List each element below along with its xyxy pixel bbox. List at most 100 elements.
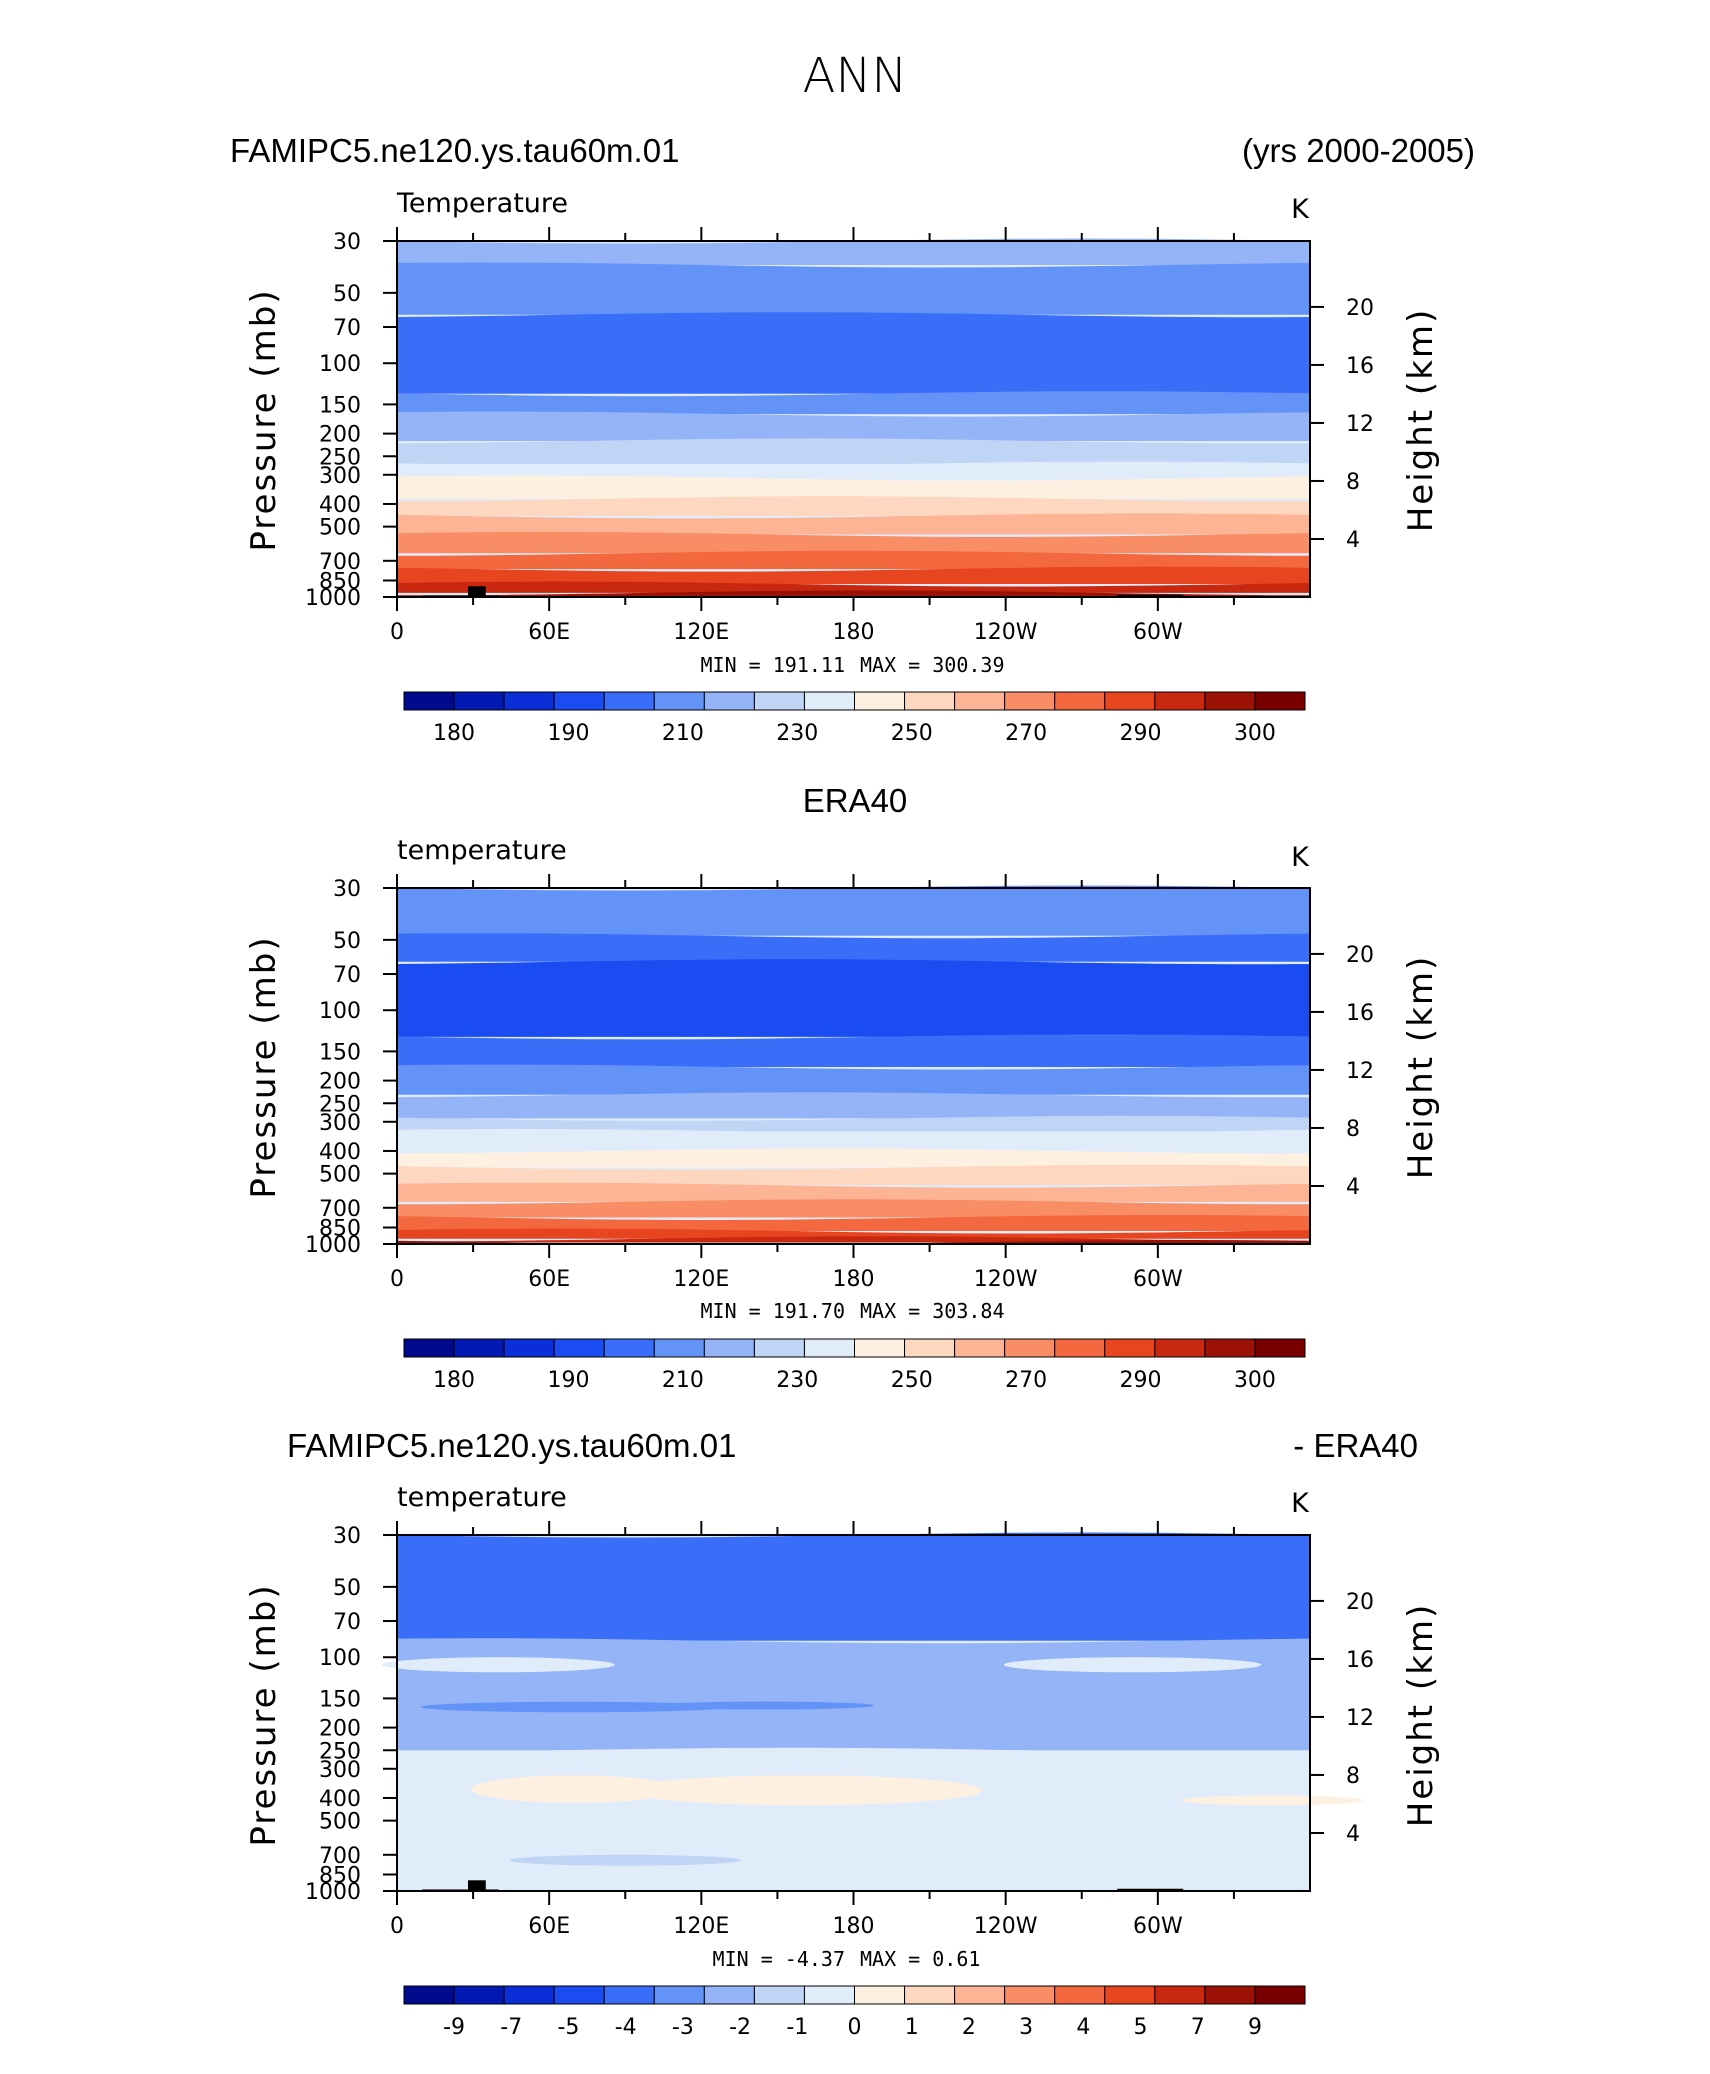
colorbar-swatch	[854, 1338, 906, 1358]
colorbar-swatch	[1004, 1338, 1056, 1358]
colorbar-swatch	[703, 1985, 755, 2005]
colorbar-swatch	[954, 1338, 1006, 1358]
panel-3-max-label: MAX = 0.61	[860, 1947, 980, 1971]
anomaly-region	[509, 1854, 742, 1866]
x-tick-label: 60E	[528, 620, 570, 645]
x-tick-label: 0	[390, 620, 404, 645]
contour-band	[397, 1092, 1310, 1119]
colorbar-label: 190	[547, 1368, 589, 1393]
y-tick-label: 200	[319, 1070, 361, 1095]
colorbar-swatch	[1154, 1338, 1206, 1358]
y-tick-label: 1000	[305, 1880, 361, 1905]
colorbar-swatch	[803, 1338, 856, 1358]
y-right-tick-label: 4	[1346, 1822, 1360, 1847]
y-tick-label: 850	[319, 1864, 361, 1889]
colorbar-swatch	[1254, 1338, 1306, 1358]
colorbar-label: 230	[776, 1368, 818, 1393]
colorbar-label: -1	[786, 2015, 808, 2040]
y-tick-label: 150	[319, 1040, 361, 1065]
y-tick-label: 30	[333, 877, 361, 902]
colorbar-swatch	[1054, 691, 1106, 711]
y-tick-label: 70	[333, 963, 361, 988]
panel-3-header-right: - ERA40	[1293, 1427, 1418, 1464]
y-tick-label: 300	[319, 464, 361, 489]
y-right-tick-label: 20	[1346, 943, 1374, 968]
y-right-tick-label: 8	[1346, 470, 1360, 495]
y-tick-label: 700	[319, 550, 361, 575]
colorbar-label: 230	[776, 721, 818, 746]
x-tick-label: 120E	[673, 1914, 729, 1939]
colorbar-label: 9	[1248, 2015, 1262, 2040]
colorbar-swatch	[503, 1338, 555, 1358]
x-tick-label: 60W	[1133, 1914, 1183, 1939]
contour-band	[397, 411, 1310, 441]
x-tick-label: 180	[833, 1267, 875, 1292]
y-tick-label: 250	[319, 1092, 361, 1117]
y-right-tick-label: 20	[1346, 296, 1374, 321]
colorbar-label: 5	[1134, 2015, 1148, 2040]
panel-3-colorbar: -9 -7 -5 -4 -3 -2 -1 0 1 2 3 4 5 7 9	[403, 1985, 1306, 2040]
colorbar-swatch	[1254, 691, 1306, 711]
y-tick-label: 50	[333, 282, 361, 307]
colorbar-swatch	[1054, 1985, 1106, 2005]
colorbar-swatch	[854, 691, 906, 711]
panel-2-ylabel-right: Height (km)	[1401, 955, 1441, 1180]
contour-band	[397, 566, 1310, 585]
panel-1-units: K	[1291, 194, 1310, 225]
anomaly-region	[1181, 1795, 1363, 1806]
panel-3-units: K	[1291, 1488, 1310, 1519]
panel-1-header-left: FAMIPC5.ne120.ys.tau60m.01	[230, 132, 679, 169]
colorbar-label: 300	[1234, 721, 1276, 746]
contour-band	[397, 1164, 1310, 1186]
x-tick-label: 0	[390, 1267, 404, 1292]
panel-1-max-label: MAX = 300.39	[860, 653, 1005, 677]
contour-band	[397, 513, 1310, 535]
y-tick-label: 500	[319, 516, 361, 541]
colorbar-label: 210	[662, 1368, 704, 1393]
y-tick-label: 700	[319, 1197, 361, 1222]
colorbar-swatch	[653, 691, 705, 711]
colorbar-swatch	[653, 1338, 705, 1358]
y-tick-label: 100	[319, 352, 361, 377]
topography-block	[468, 1880, 486, 1891]
contour-band	[397, 1747, 1310, 1891]
panel-2-min-label: MIN = 191.70	[701, 1299, 846, 1323]
colorbar-swatch	[603, 1985, 655, 2005]
colorbar-swatch	[1254, 1985, 1306, 2005]
y-tick-label: 400	[319, 1787, 361, 1812]
colorbar-swatch	[553, 1338, 605, 1358]
panel-2-colorbar: 180 190 210 230 250 270 290 300	[403, 1338, 1306, 1393]
colorbar-swatch	[553, 691, 605, 711]
colorbar-label: 290	[1120, 1368, 1162, 1393]
colorbar-label: 7	[1191, 2015, 1205, 2040]
y-right-tick-label: 16	[1346, 354, 1374, 379]
colorbar-swatch	[1054, 1338, 1106, 1358]
contour-band	[397, 1215, 1310, 1232]
colorbar-swatch	[1204, 1985, 1256, 2005]
colorbar-swatch	[653, 1985, 705, 2005]
y-tick-label: 200	[319, 1717, 361, 1742]
colorbar-swatch	[1004, 691, 1056, 711]
colorbar-swatch	[703, 691, 755, 711]
colorbar-swatch	[503, 1985, 555, 2005]
contour-band	[397, 496, 1310, 516]
y-tick-label: 300	[319, 1758, 361, 1783]
colorbar-swatch	[954, 1985, 1006, 2005]
colorbar-swatch	[904, 1985, 956, 2005]
y-tick-label: 200	[319, 423, 361, 448]
panel-1-variable-title: Temperature	[396, 188, 568, 219]
colorbar-label: 3	[1019, 2015, 1033, 2040]
colorbar-label: 210	[662, 721, 704, 746]
contour-band	[397, 262, 1310, 315]
contour-band	[397, 1638, 1310, 1751]
y-tick-label: 400	[319, 1140, 361, 1165]
colorbar-label: -9	[443, 2015, 465, 2040]
colorbar-label: -5	[557, 2015, 579, 2040]
panel-1-header-right: (yrs 2000-2005)	[1242, 132, 1475, 169]
contour-band	[397, 933, 1310, 962]
x-tick-label: 60E	[528, 1267, 570, 1292]
contour-band	[397, 1199, 1310, 1218]
contour-band	[397, 581, 1310, 593]
y-tick-label: 30	[333, 230, 361, 255]
colorbar-label: 250	[891, 721, 933, 746]
